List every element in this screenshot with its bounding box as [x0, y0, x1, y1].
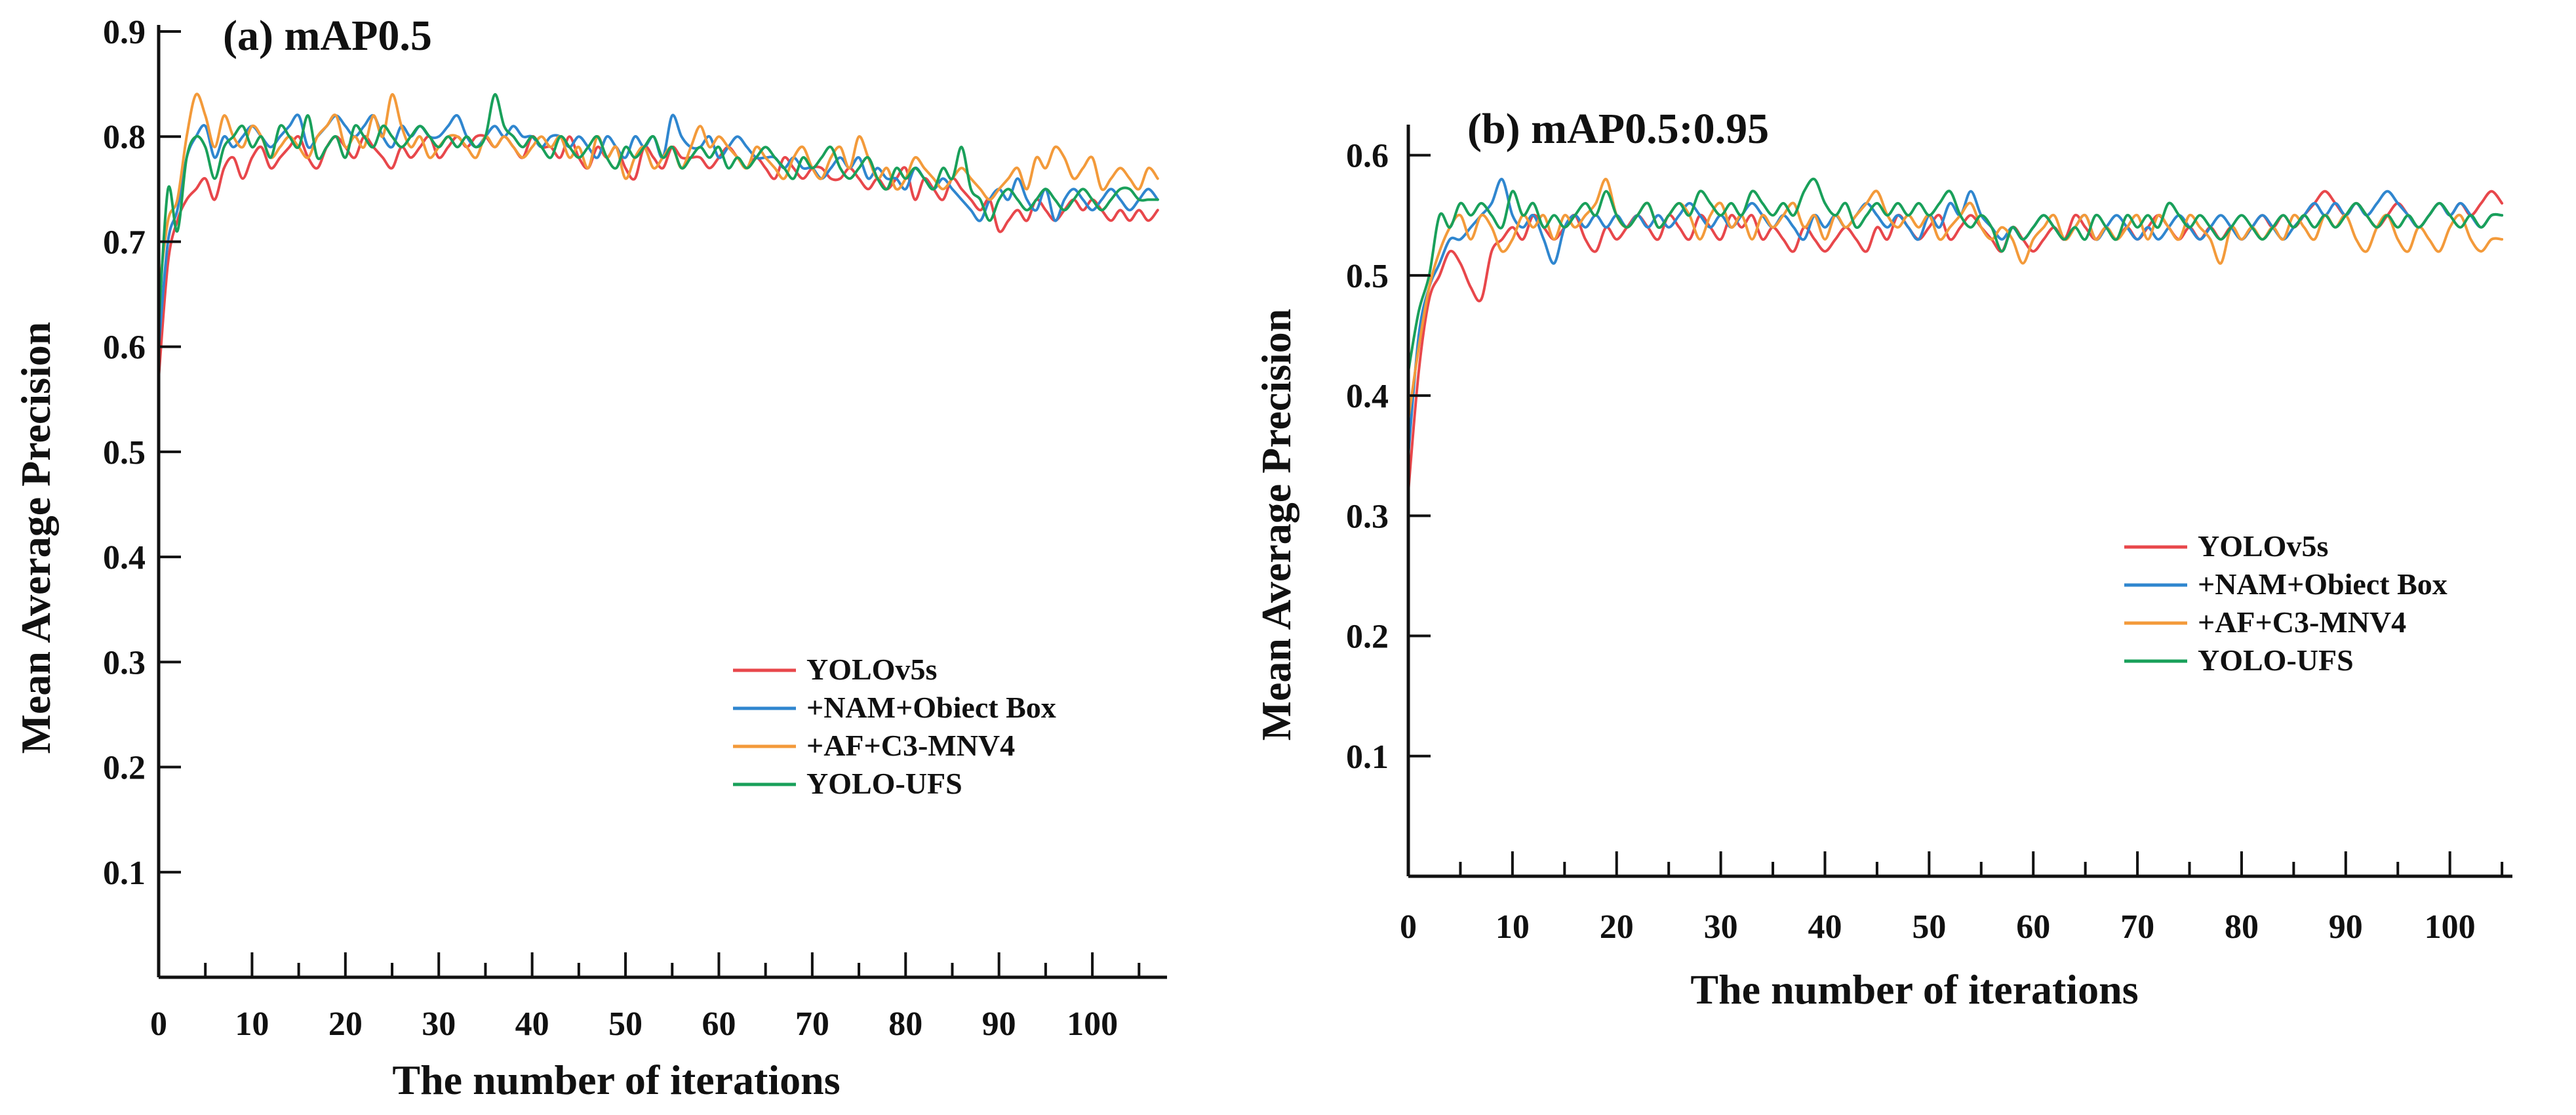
chart-b-x-tick-label: 100 — [2425, 908, 2476, 946]
chart-b-x-tick-label: 10 — [1496, 908, 1530, 946]
chart-a-y-tick-label: 0.5 — [103, 434, 146, 472]
chart-a-legend-label-2: +NAM+Obiect Box — [806, 691, 1056, 724]
chart-a-y-tick-label: 0.4 — [103, 539, 146, 577]
chart-a-legend-label-4: YOLO-UFS — [806, 767, 962, 800]
chart-b-x-tick-label: 20 — [1600, 908, 1634, 946]
chart-a-x-tick-label: 10 — [235, 1005, 269, 1043]
chart-panel-b: 0 10 20 30 40 50 60 70 80 90 100 0.1 0.2 0.3 0.4 0.5 0.6… — [1253, 105, 2512, 1013]
chart-b-xlabel: The number of iterations — [1690, 966, 2138, 1013]
chart-a-legend-label-3: +AF+C3-MNV4 — [806, 729, 1015, 762]
chart-b-x-tick-label: 40 — [1808, 908, 1842, 946]
chart-a-series-line-4 — [157, 93, 1159, 327]
chart-b-legend: YOLOv5s +NAM+Obiect Box +AF+C3-MNV4 YOLO-UF… — [2124, 529, 2447, 677]
chart-a-x-tick-label: 0 — [150, 1005, 167, 1043]
chart-a-x-tick-label: 80 — [888, 1005, 922, 1043]
chart-b-series-line-3 — [1407, 178, 2504, 421]
chart-a-ylabel: Mean Average Precision — [12, 322, 59, 754]
chart-a-y-tick-label: 0.3 — [103, 644, 146, 681]
chart-b-y-tick-label: 0.4 — [1346, 378, 1389, 415]
chart-a-y-tick-label: 0.2 — [103, 750, 146, 787]
chart-b-legend-label-4: YOLO-UFS — [2198, 643, 2354, 677]
chart-b-series-line-2 — [1407, 178, 2504, 457]
chart-a-y-tick-label: 0.1 — [103, 855, 146, 892]
chart-a-series-line-3 — [157, 92, 1159, 296]
chart-b-x-tick-label: 90 — [2329, 908, 2363, 946]
chart-a-x-tick-label: 60 — [702, 1005, 736, 1043]
chart-a-x-tick-label: 90 — [982, 1005, 1016, 1043]
chart-b-x-tick-label: 80 — [2225, 908, 2259, 946]
chart-b-x-tick-label: 50 — [1912, 908, 1946, 946]
chart-panel-a: 0 10 20 30 40 50 60 70 80 90 100 0.1 0.2 0.3 0.4 0.5 0.6… — [12, 12, 1167, 1103]
chart-b-y-tick-label: 0.2 — [1346, 618, 1389, 656]
chart-a-y-tick-label: 0.9 — [103, 14, 146, 51]
chart-b-y-tick-label: 0.5 — [1346, 258, 1389, 295]
chart-a-x-tick-label: 30 — [422, 1005, 456, 1043]
chart-b-legend-label-3: +AF+C3-MNV4 — [2198, 605, 2406, 639]
chart-b-x-tick-label: 60 — [2016, 908, 2050, 946]
chart-b-x-tick-label: 70 — [2120, 908, 2154, 946]
chart-b-series-line-1 — [1407, 190, 2504, 493]
chart-a-y-tick-label: 0.6 — [103, 329, 146, 367]
chart-a-x-tick-label: 40 — [515, 1005, 549, 1043]
chart-b-title: (b) mAP0.5:0.95 — [1467, 105, 1769, 153]
chart-b-ylabel: Mean Average Precision — [1253, 309, 1299, 741]
chart-b-legend-label-2: +NAM+Obiect Box — [2198, 567, 2447, 601]
chart-a-legend-label-1: YOLOv5s — [806, 653, 937, 686]
chart-b-series-line-4 — [1407, 177, 2504, 373]
chart-b-y-tick-label: 0.6 — [1346, 138, 1389, 175]
chart-a-xlabel: The number of iterations — [392, 1057, 840, 1103]
chart-a-x-tick-label: 70 — [795, 1005, 829, 1043]
chart-a-y-tick-label: 0.8 — [103, 119, 146, 156]
chart-b-x-tick-label: 0 — [1400, 908, 1417, 946]
chart-b-y-tick-label: 0.3 — [1346, 498, 1389, 535]
chart-b-y-tick-label: 0.1 — [1346, 739, 1389, 776]
chart-b-x-tick-label: 30 — [1704, 908, 1738, 946]
chart-a-y-tick-label: 0.7 — [103, 224, 146, 261]
chart-a-legend: YOLOv5s +NAM+Obiect Box +AF+C3-MNV4 YOLO-UF… — [733, 653, 1056, 800]
chart-a-x-tick-label: 20 — [328, 1005, 363, 1043]
chart-b-legend-label-1: YOLOv5s — [2198, 529, 2328, 563]
chart-a-x-tick-label: 100 — [1067, 1005, 1118, 1043]
chart-a-x-tick-label: 50 — [608, 1005, 643, 1043]
chart-a-title: (a) mAP0.5 — [223, 12, 432, 60]
